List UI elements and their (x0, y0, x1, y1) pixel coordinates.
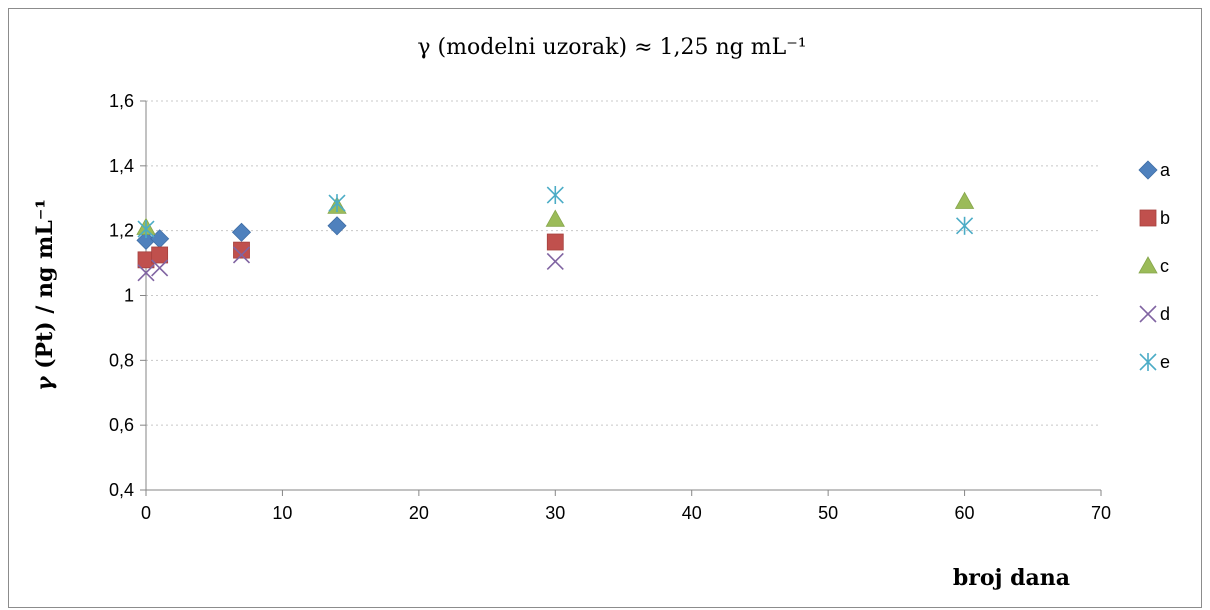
x-tick-label: 30 (545, 503, 565, 523)
legend-marker-d (1139, 305, 1157, 323)
y-tick-label: 1,6 (109, 91, 134, 111)
y-tick-labels: 0,4 0,6 0,8 1 1,2 1,4 1,6 (109, 91, 134, 500)
legend-marker-a (1138, 160, 1158, 180)
x-axis-label: broj dana (953, 565, 1070, 591)
point-c (545, 209, 565, 227)
x-tick-label: 50 (818, 503, 838, 523)
point-e (956, 216, 974, 235)
x-tick-label: 0 (141, 503, 151, 523)
point-e (137, 220, 155, 239)
point-d (137, 264, 155, 282)
chart-frame (8, 8, 1202, 608)
point-d (232, 246, 251, 264)
x-tick-labels: 0 10 20 30 40 50 60 70 (141, 503, 1111, 523)
point-d (546, 252, 564, 271)
point-b (233, 241, 250, 259)
gridlines (146, 100, 1101, 426)
y-tick-label: 1,2 (109, 221, 134, 241)
point-e (546, 186, 564, 205)
y-tick-label: 1,4 (109, 156, 134, 176)
data-points (136, 186, 975, 282)
point-c (954, 191, 975, 209)
chart-title: γ (modelni uzorak) ≈ 1,25 ng mL⁻¹ (417, 35, 806, 60)
x-tick-label: 60 (955, 503, 975, 523)
legend-marker-c (1138, 256, 1158, 274)
legend-label-d: d (1160, 304, 1170, 324)
legend-label-b: b (1160, 208, 1170, 228)
legend-label-c: c (1160, 256, 1169, 276)
x-tick-label: 40 (682, 503, 702, 523)
legend-marker-b (1139, 209, 1157, 227)
y-tick-label: 0,4 (109, 480, 134, 500)
y-axis-label-unit: (Pt) / ng mL⁻¹ (32, 199, 58, 377)
legend-label-a: a (1160, 160, 1171, 180)
y-tick-label: 0,6 (109, 415, 134, 435)
y-axis-label: γ (Pt) / ng mL⁻¹ (32, 199, 58, 391)
x-tick-label: 10 (272, 503, 292, 523)
legend-label-e: e (1160, 352, 1170, 372)
legend: a b c d e (1138, 160, 1171, 372)
point-a (231, 222, 252, 242)
point-a (327, 216, 347, 236)
y-tick-label: 0,8 (109, 350, 134, 370)
point-e (328, 194, 346, 213)
point-b (546, 233, 564, 251)
point-d (151, 259, 169, 277)
x-tick-label: 70 (1091, 503, 1111, 523)
y-tick-label: 1 (124, 286, 134, 306)
legend-marker-e (1139, 353, 1157, 371)
y-axis-label-symbol: γ (32, 375, 58, 391)
axes (140, 100, 1102, 496)
point-b (151, 246, 169, 264)
x-tick-label: 20 (409, 503, 429, 523)
